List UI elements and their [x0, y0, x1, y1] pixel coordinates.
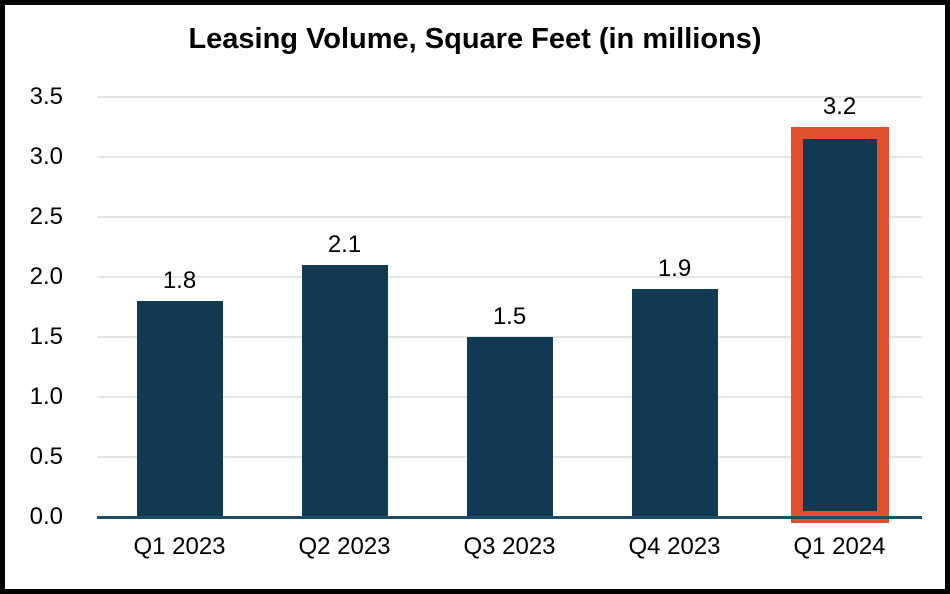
- y-axis-tick-label: 1.5: [29, 323, 63, 350]
- y-axis-tick-label: 0.0: [29, 503, 63, 530]
- x-axis-tick-label: Q4 2023: [628, 533, 721, 560]
- bar-q4-2023: [631, 289, 718, 517]
- x-axis-tick-label: Q2 2023: [298, 533, 391, 560]
- bar-q2-2023: [301, 265, 388, 517]
- gridline: [97, 96, 922, 98]
- bar-q1-2024: [790, 127, 889, 523]
- y-axis-tick-label: 3.5: [29, 83, 63, 110]
- y-axis-tick-label: 1.0: [29, 383, 63, 410]
- y-axis-tick-label: 2.0: [29, 263, 63, 290]
- gridline: [97, 156, 922, 158]
- bar-value-label: 1.8: [162, 267, 197, 294]
- y-axis-tick-label: 3.0: [29, 143, 63, 170]
- chart-title: Leasing Volume, Square Feet (in millions…: [188, 23, 762, 55]
- bar-q1-2023: [136, 301, 223, 517]
- y-axis-tick-label: 2.5: [29, 203, 63, 230]
- bar-value-label: 2.1: [327, 231, 362, 258]
- x-axis-tick-label: Q1 2023: [133, 533, 226, 560]
- bar-q3-2023: [466, 337, 553, 517]
- bar-value-label: 3.2: [822, 93, 857, 120]
- x-axis-line: [97, 516, 922, 519]
- x-axis-tick-label: Q1 2024: [793, 533, 886, 560]
- bar-value-label: 1.9: [657, 255, 692, 282]
- gridline: [97, 216, 922, 218]
- gridline: [97, 276, 922, 278]
- x-axis-tick-label: Q3 2023: [463, 533, 556, 560]
- bar-value-label: 1.5: [492, 303, 527, 330]
- y-axis-tick-label: 0.5: [29, 443, 63, 470]
